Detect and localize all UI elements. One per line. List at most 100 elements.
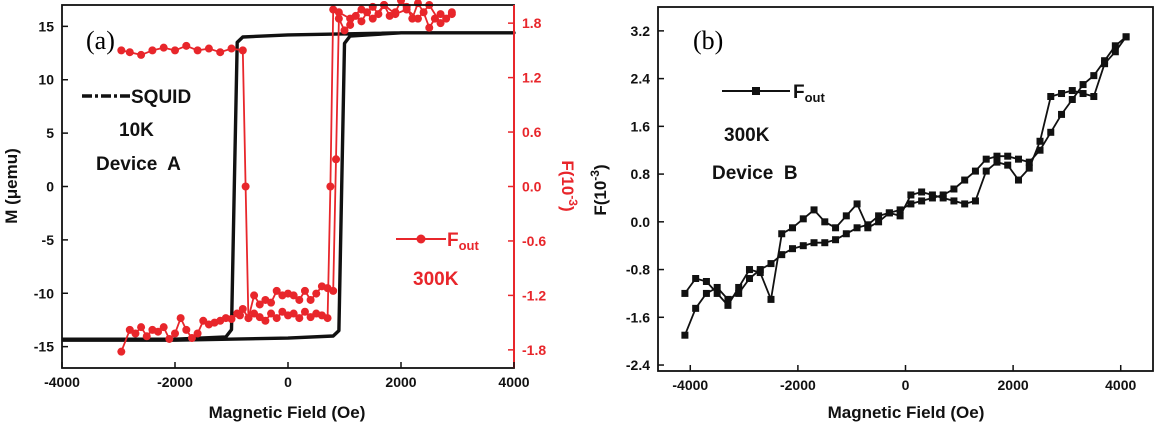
legend-fout-marker [416, 234, 426, 244]
panel-a-y-tick-label: -15 [34, 339, 54, 355]
series-fout-point [368, 2, 377, 11]
series-b-fout-point [993, 152, 1001, 160]
series-fout-point [374, 10, 383, 19]
series-fout-point [235, 311, 244, 320]
series-fout-point [131, 329, 140, 338]
series-b-fout-point [1101, 60, 1109, 68]
series-b-fout-point [713, 289, 721, 297]
series-fout-point [216, 48, 225, 57]
panel-a-y-axis-label: M (μemu) [2, 148, 21, 224]
series-b-fout-point [767, 260, 775, 268]
series-b-fout-point [832, 224, 840, 232]
panel-a-right-tick-label: 0.0 [522, 179, 542, 195]
series-fout-point [171, 46, 179, 55]
series-fout-point [244, 314, 253, 323]
legend-fout-label: Fout [447, 230, 479, 253]
panel-a-y-tick-label: 5 [46, 125, 54, 141]
panel-a-x-tick-label: 4000 [498, 374, 529, 390]
series-b-fout-point [756, 269, 764, 277]
series-b-fout-point [1036, 146, 1044, 154]
series-b-fout-point [735, 289, 743, 297]
legend-squid-label: SQUID [131, 87, 191, 108]
series-b-fout-point [961, 176, 969, 184]
series-fout-point [187, 334, 196, 343]
series-fout-point [238, 305, 247, 314]
panel-a-ticks: -4000 -2000 0 2000 4000 15 10 5 0 -5 -10 -15 1.8 1.2 0… [34, 15, 547, 390]
series-fout-point [142, 332, 151, 341]
panel-a-y-tick-label: 10 [38, 72, 54, 88]
series-b-fout-point [896, 212, 904, 220]
series-fout-point [137, 50, 146, 59]
panel-b-x-axis-label: Magnetic Field (Oe) [828, 403, 985, 422]
panel-a-right-tick-label: 1.2 [522, 70, 542, 86]
series-b-fout-point [832, 236, 840, 244]
series-fout-point [408, 14, 417, 23]
panel-b-x-tick-label: 2000 [998, 377, 1029, 393]
series-b-fout-point [1047, 93, 1055, 101]
panel-b-y-tick-label: 3.2 [631, 23, 651, 39]
series-fout-point [346, 20, 355, 29]
series-fout-point [413, 14, 422, 23]
series-b-fout-point [1068, 87, 1076, 95]
panel-b-legend-fout: Fout [722, 82, 825, 105]
series-fout-point [295, 295, 304, 304]
series-b-fout-point [778, 230, 786, 238]
series-fout-point [267, 309, 276, 318]
series-fout-point [227, 44, 236, 53]
series-fout-point [171, 329, 179, 338]
panel-a-legend-fout: Fout [396, 230, 479, 253]
panel-a-right-tick-label: -1.2 [522, 287, 546, 303]
series-fout-point [419, 8, 428, 17]
series-b-fout-point [971, 197, 979, 205]
series-b-fout-point [907, 200, 915, 208]
series-b-fout-point [853, 224, 861, 232]
series-fout-point [117, 347, 126, 356]
series-b-fout-point [681, 331, 689, 339]
series-b-fout-point [745, 275, 753, 283]
series-b-fout-point [1090, 72, 1098, 80]
series-b-fout-point [1047, 128, 1055, 136]
series-b-fout-point [789, 224, 797, 232]
series-fout-point [436, 19, 445, 28]
series-fout-point [442, 14, 451, 23]
series-fout-point [346, 14, 355, 23]
series-b-fout-point [1122, 33, 1130, 41]
series-fout-point [176, 314, 185, 323]
series-fout-point [397, 0, 405, 5]
series-fout-point [117, 46, 126, 55]
series-b-fout-point [713, 283, 721, 291]
panel-b-x-tick-label: -2000 [780, 377, 816, 393]
panel-a-right-tick-label: 0.6 [522, 124, 542, 140]
panel-b-y-tick-label: -2.4 [626, 357, 650, 373]
panel-a-x-tick-label: 0 [284, 374, 292, 390]
panel-b-x-tick-label: 4000 [1105, 377, 1136, 393]
series-fout-point [182, 41, 191, 50]
series-b-fout-point [971, 167, 979, 175]
series-fout-point [250, 309, 259, 318]
series-fout-point [300, 307, 309, 316]
series-fout-point [267, 298, 276, 307]
annotation-10k: 10K [119, 120, 154, 141]
series-fout-point [295, 314, 304, 323]
series-fout-point [289, 291, 298, 300]
series-fout-point [238, 46, 247, 55]
panel-b-y-tick-label: -0.8 [626, 262, 650, 278]
series-fout-point [326, 182, 335, 191]
series-fout-point [300, 286, 309, 295]
panel-b-y-tick-label: 0.0 [631, 214, 651, 230]
series-b-fout-point [961, 200, 969, 208]
series-b-fout-point [692, 275, 700, 283]
series-fout-point [272, 314, 281, 323]
series-b-fout-point [982, 155, 990, 163]
series-b-fout-point [810, 206, 818, 214]
series-b-fout-point [875, 218, 883, 226]
legend-b-fout-marker [752, 87, 760, 95]
series-b-fout-point [702, 277, 710, 285]
series-fout-point [334, 14, 343, 23]
chart-panel-a: -4000 -2000 0 2000 4000 15 10 5 0 -5 -10 -15 1.8 1.2 0… [2, 0, 580, 422]
series-b-fout-point [767, 295, 775, 303]
series-b-fout-point [1068, 95, 1076, 103]
series-b-fout-point [789, 245, 797, 253]
series-b-fout-point [853, 200, 861, 208]
panel-b-y-tick-label: 0.8 [631, 166, 651, 182]
